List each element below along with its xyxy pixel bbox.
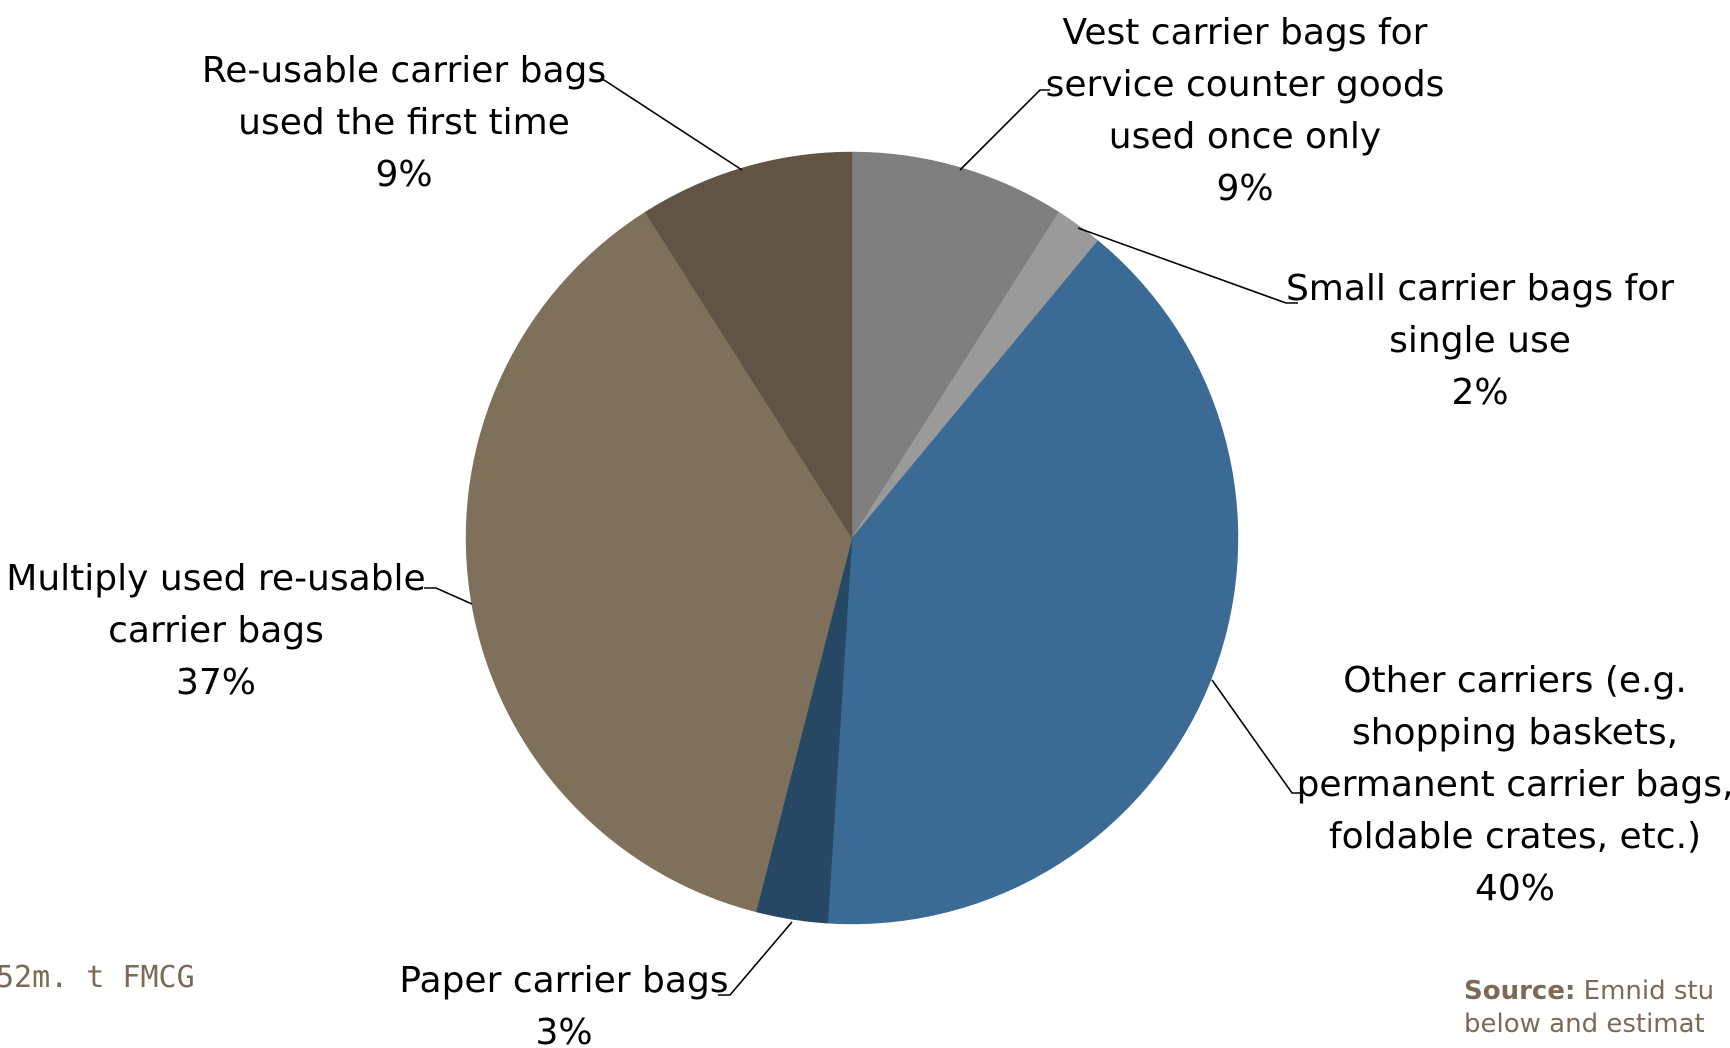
slice-name-line: carrier bags <box>108 610 324 651</box>
leader-line-2 <box>1077 227 1298 304</box>
slice-label-4: Paper carrier bags 3% <box>399 960 728 1048</box>
corner-note: 52m. t FMCG <box>0 960 195 995</box>
pie-slices <box>465 151 1239 925</box>
slice-label-5: Multiply used re-usable carrier bags 37% <box>6 558 425 703</box>
slice-label-1: Vest carrier bags for service counter goo… <box>1046 12 1445 209</box>
slice-name-line: Small carrier bags for <box>1286 268 1674 309</box>
slice-value-label: 9% <box>1216 168 1273 209</box>
slice-name-line: Paper carrier bags <box>399 960 728 1001</box>
slice-value-label: 40% <box>1475 868 1555 909</box>
slice-name-line: Other carriers (e.g. <box>1343 660 1687 701</box>
slice-name-line: foldable crates, etc.) <box>1329 816 1701 857</box>
pie-slice-5 <box>465 211 853 913</box>
slice-name-line: permanent carrier bags, <box>1297 764 1730 805</box>
source-line-1: Source: Emnid stu <box>1464 975 1714 1008</box>
slice-name-line: Vest carrier bags for <box>1063 12 1428 53</box>
leader-line-6 <box>592 79 743 171</box>
leader-lines <box>424 79 1302 996</box>
pie-slice-6 <box>644 151 853 539</box>
slice-label-6: Re-usable carrier bags used the first tim… <box>202 50 606 195</box>
slice-value-label: 2% <box>1451 372 1508 413</box>
slice-name-line: Re-usable carrier bags <box>202 50 606 91</box>
slice-labels: Vest carrier bags for service counter goo… <box>6 12 1730 1048</box>
slice-name-line: used the first time <box>238 102 570 143</box>
slice-value-label: 37% <box>176 662 256 703</box>
slice-label-3: Other carriers (e.g. shopping baskets, per… <box>1297 660 1730 909</box>
leader-line-5 <box>424 587 473 605</box>
slice-name-line: shopping baskets, <box>1352 712 1678 753</box>
leader-line-3 <box>1211 679 1302 794</box>
source-line-2: below and estimat <box>1464 1008 1705 1039</box>
pie-slice-3 <box>827 240 1239 925</box>
pie-slice-1 <box>851 151 1060 539</box>
slice-name-line: used once only <box>1109 116 1381 157</box>
source-note: Source: Emnid stu below and estimat <box>1464 975 1714 1040</box>
slice-name-line: single use <box>1389 320 1571 361</box>
slice-name-line: Multiply used re-usable <box>6 558 425 599</box>
leader-line-1 <box>959 89 1050 171</box>
leader-line-4 <box>718 921 793 996</box>
slice-label-2: Small carrier bags for single use 2% <box>1286 268 1674 413</box>
source-label: Source: <box>1464 976 1576 1006</box>
slice-value-label: 3% <box>535 1012 592 1048</box>
source-text-1: Emnid stu <box>1583 976 1715 1006</box>
slice-name-line: service counter goods <box>1046 64 1445 105</box>
slice-value-label: 9% <box>375 154 432 195</box>
